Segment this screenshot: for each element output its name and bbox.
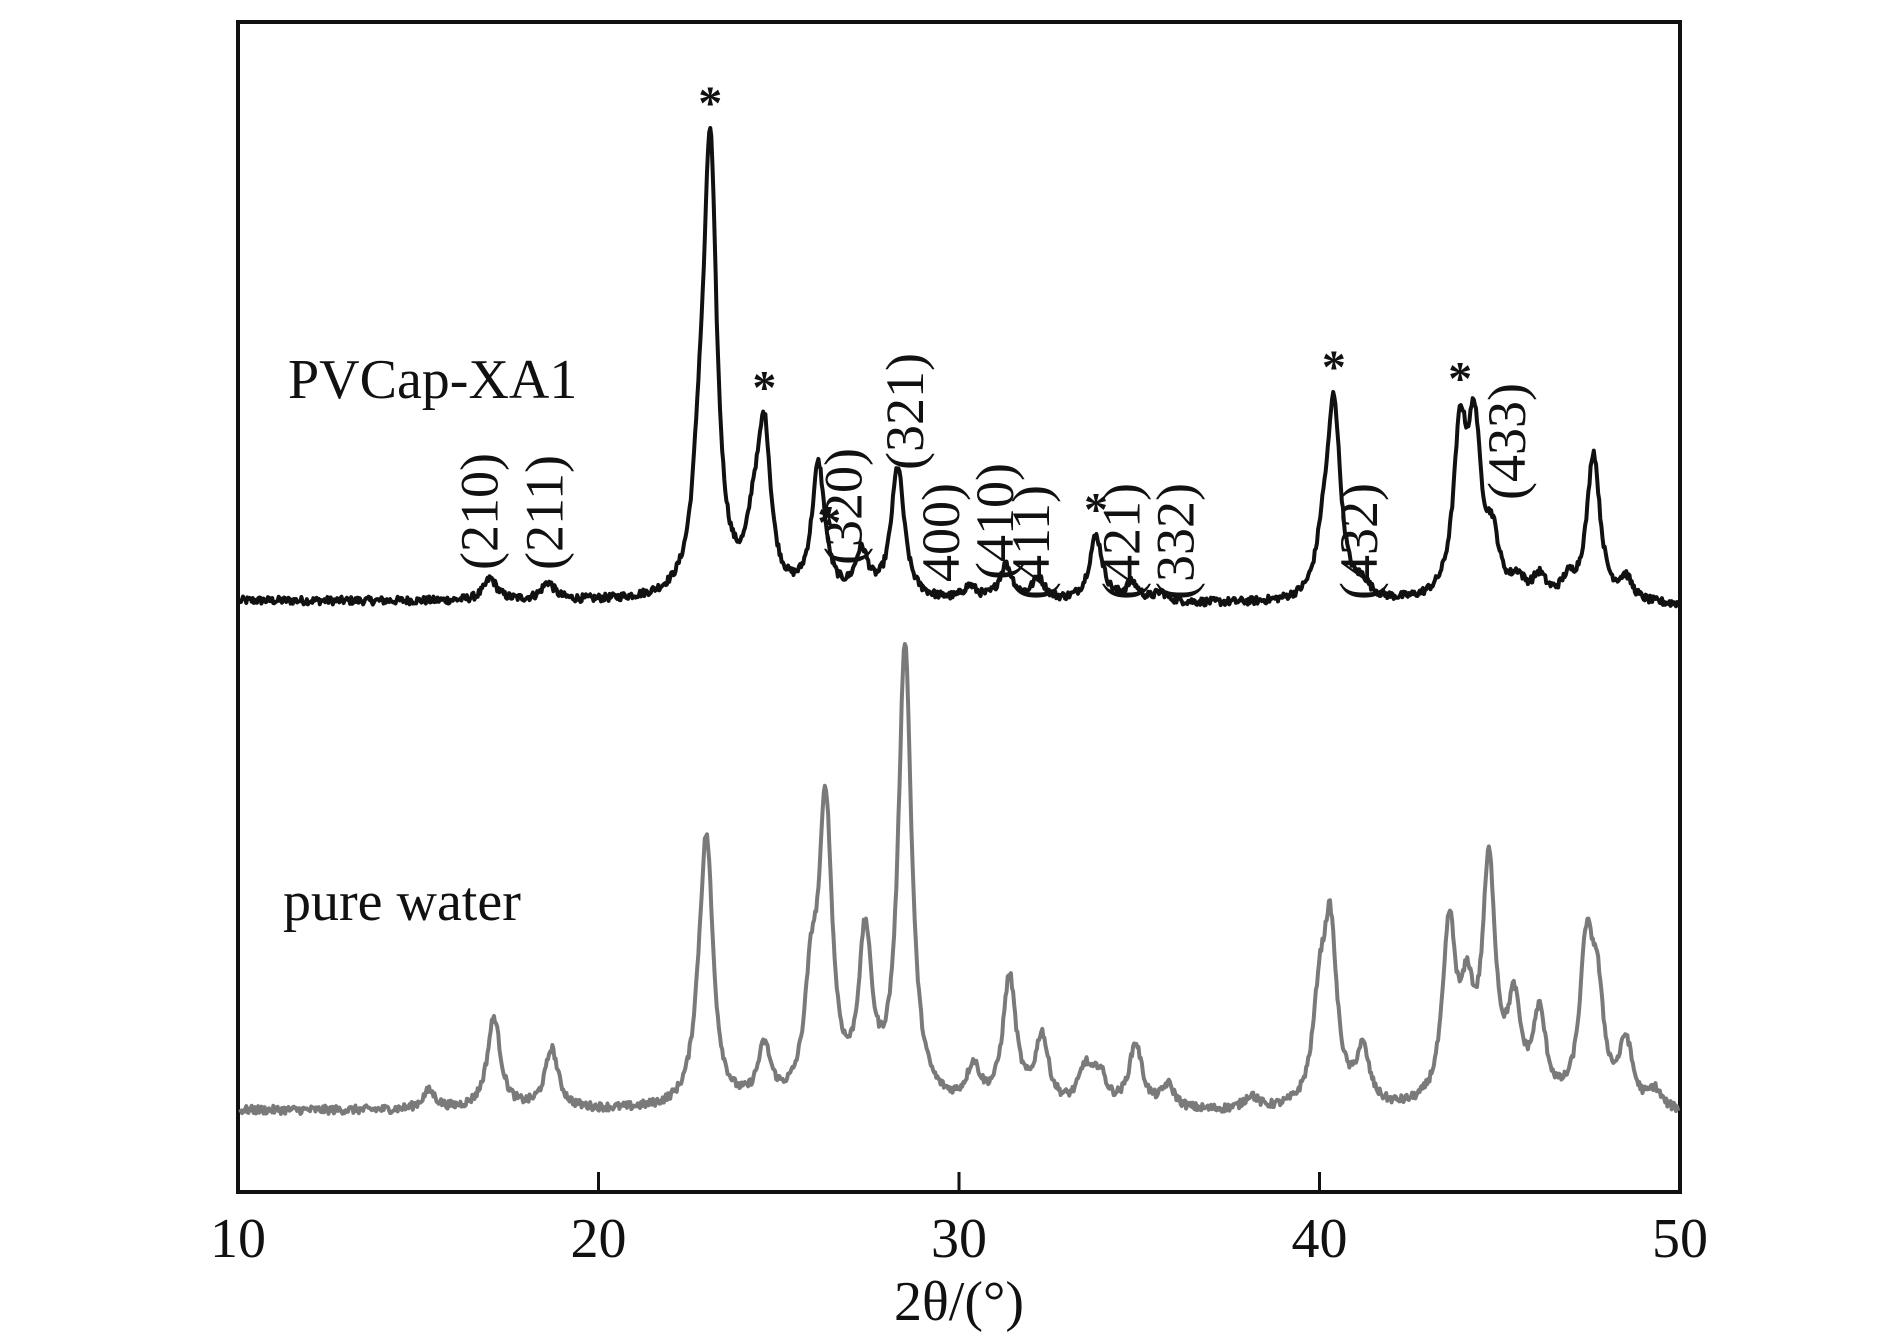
series-label-pvcap-xa1: PVCap-XA1 [288, 349, 577, 411]
x-tick-label: 40 [1292, 1208, 1348, 1270]
hkl-label: (210) [450, 453, 510, 570]
series-line-pure-water [238, 642, 1681, 1116]
plot-frame [236, 20, 1682, 1194]
hkl-label: (421) [1091, 483, 1151, 600]
x-tick-label: 20 [571, 1208, 627, 1270]
x-axis-title: 2θ/(°) [894, 1271, 1024, 1333]
hkl-label: (433) [1477, 383, 1537, 500]
hkl-label: (321) [875, 353, 935, 470]
hkl-label: (432) [1329, 483, 1389, 600]
hkl-label: (400) [911, 483, 971, 600]
peak-star-marker: * [698, 77, 722, 130]
hkl-label: (411) [1001, 485, 1061, 600]
hkl-label: (211) [514, 455, 574, 570]
peak-star-marker: * [1448, 352, 1472, 405]
x-tick-label: 30 [931, 1208, 987, 1270]
hkl-label: (320) [814, 448, 874, 565]
hkl-label: (332) [1145, 483, 1205, 600]
x-tick-label: 50 [1652, 1208, 1708, 1270]
peak-star-marker: * [817, 496, 841, 549]
x-axis: 10 20 30 40 50 [210, 1172, 1708, 1270]
series-line-pvcap-xa1 [237, 126, 1680, 609]
peak-star-marker: * [1084, 483, 1108, 536]
x-tick-label: 10 [210, 1208, 266, 1270]
series-label-pure-water: pure water [283, 871, 521, 933]
peak-star-marker: * [1322, 341, 1346, 394]
hkl-annotations: (210) (211) (320)(321) (400)(410)(411) (421)… [450, 353, 1537, 600]
peak-star-marker: * [752, 362, 776, 415]
hkl-label: (410) [965, 463, 1025, 580]
star-annotations: * * * * * * [698, 77, 1472, 549]
